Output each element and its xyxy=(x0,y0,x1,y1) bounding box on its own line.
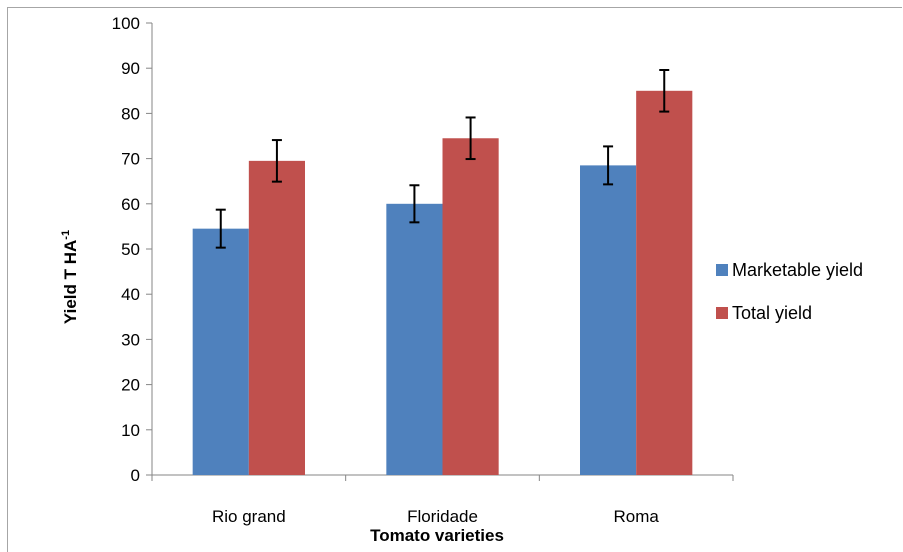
x-axis-title: Tomato varieties xyxy=(370,526,504,545)
legend-label: Total yield xyxy=(732,303,812,323)
chart-frame xyxy=(7,7,902,552)
bar xyxy=(386,203,443,476)
legend-label: Marketable yield xyxy=(732,260,863,280)
bar xyxy=(248,160,305,476)
error-bars xyxy=(215,69,670,249)
x-tick-label: Rio grand xyxy=(212,507,286,526)
legend-swatch xyxy=(716,264,728,276)
y-tick-label: 0 xyxy=(131,466,140,485)
y-tick-label: 90 xyxy=(121,59,140,78)
y-tick-label: 60 xyxy=(121,195,140,214)
y-tick-label: 30 xyxy=(121,330,140,349)
y-axis-title-text: Yield T HA xyxy=(61,240,80,324)
y-axis-title-superscript: -1 xyxy=(60,230,72,240)
y-tick-label: 100 xyxy=(112,14,140,33)
bar xyxy=(442,138,499,475)
bar xyxy=(580,165,637,475)
y-tick-label: 70 xyxy=(121,150,140,169)
y-tick-label: 50 xyxy=(121,240,140,259)
y-tick-label: 20 xyxy=(121,376,140,395)
x-tick-label: Roma xyxy=(613,507,659,526)
y-tick-label: 40 xyxy=(121,285,140,304)
bars xyxy=(192,90,693,476)
bar xyxy=(636,90,693,476)
legend: Marketable yield Total yield xyxy=(716,260,863,323)
legend-swatch xyxy=(716,307,728,319)
x-tick-label: Floridade xyxy=(407,507,478,526)
y-tick-label: 80 xyxy=(121,104,140,123)
x-axis: Rio grand Floridade Roma xyxy=(151,474,734,526)
bar xyxy=(192,228,249,475)
y-tick-label: 10 xyxy=(121,421,140,440)
y-axis-title: Yield T HA-1 xyxy=(60,230,80,324)
y-axis: 0 10 20 30 40 50 60 70 80 90 100 xyxy=(112,14,153,485)
